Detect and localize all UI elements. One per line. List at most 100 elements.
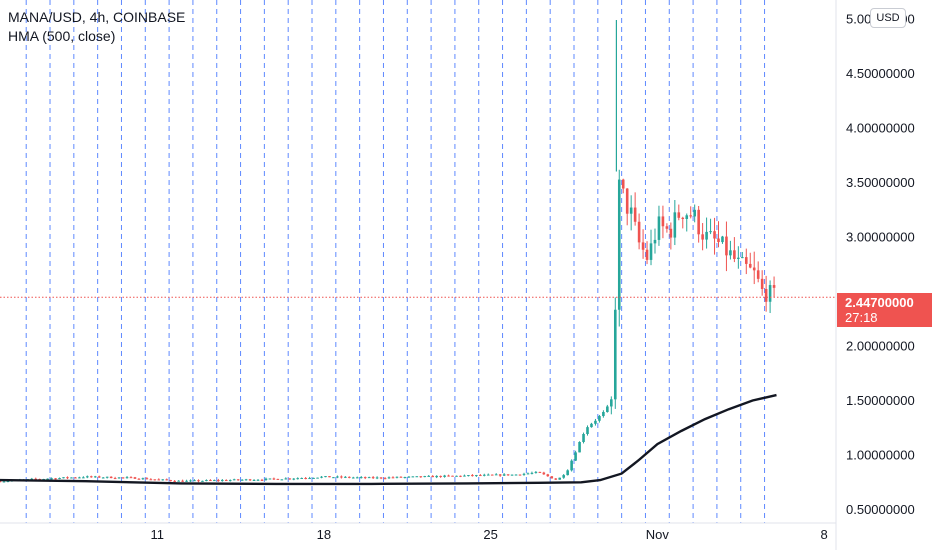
candlestick-series <box>0 19 776 483</box>
candle-body <box>169 480 172 482</box>
candle-body <box>375 477 379 479</box>
candle-body <box>284 478 288 480</box>
candle-body <box>697 209 700 235</box>
candle-body <box>355 477 359 479</box>
candle-body <box>363 477 367 479</box>
candle-body <box>510 474 514 476</box>
candle-body <box>252 479 256 481</box>
price-tick-label: 1.50000000 <box>846 393 915 408</box>
price-tick-label: 4.50000000 <box>846 66 915 81</box>
candle-body <box>351 477 355 479</box>
candle-body <box>538 471 542 473</box>
candle-body <box>463 475 466 477</box>
candle-body <box>494 474 498 476</box>
candle-body <box>288 478 292 480</box>
candle-body <box>518 474 522 476</box>
candle-body <box>197 480 200 482</box>
candle-body <box>550 476 554 479</box>
candle-body <box>181 480 184 482</box>
candle-body <box>220 480 224 482</box>
candle-body <box>772 285 776 288</box>
candle-body <box>486 474 490 476</box>
candle-body <box>582 433 585 442</box>
candle-body <box>665 226 669 229</box>
candle-body <box>296 478 300 480</box>
candle-body <box>554 478 558 480</box>
candle-body <box>173 480 176 482</box>
candle-body <box>669 228 673 238</box>
candle-body <box>546 474 550 477</box>
candle-body <box>594 420 597 424</box>
candle-body <box>320 476 323 478</box>
candle-body <box>93 476 97 478</box>
candle-body <box>90 476 93 478</box>
candle-body <box>121 477 125 479</box>
candle-body <box>701 234 704 240</box>
candle-body <box>348 476 351 478</box>
candle-body <box>570 460 573 471</box>
hma-line <box>0 393 777 486</box>
candle-body <box>105 476 109 478</box>
symbol-title[interactable]: MANA/USD, 4h, COINBASE <box>8 9 186 25</box>
candle-body <box>673 212 677 238</box>
candle-body <box>74 477 77 479</box>
candle-body <box>760 278 764 290</box>
candle-body <box>379 477 383 479</box>
candle-body <box>0 481 2 483</box>
candle-body <box>482 474 486 476</box>
candle-body <box>617 179 621 310</box>
candle-body <box>475 475 478 477</box>
candle-body <box>340 476 343 478</box>
candle-body <box>741 257 744 259</box>
candle-body <box>411 476 415 478</box>
candle-body <box>578 441 581 453</box>
candle-body <box>209 480 212 482</box>
candle-body <box>101 477 105 479</box>
candle-body <box>399 476 403 478</box>
currency-badge[interactable]: USD <box>870 8 906 28</box>
candle-body <box>328 476 331 478</box>
candle-body <box>610 399 613 407</box>
candle-body <box>542 472 546 475</box>
candle-body <box>598 416 601 421</box>
candle-body <box>752 267 756 271</box>
price-axis[interactable]: 0.50000000 1.00000000 1.50000000 2.00000000… <box>846 11 915 517</box>
candle-body <box>236 479 240 481</box>
candle-body <box>574 452 577 461</box>
candle-body <box>641 242 645 250</box>
candle-body <box>602 412 605 417</box>
candle-body <box>459 475 462 477</box>
candle-body <box>661 216 665 227</box>
candle-body <box>213 480 216 482</box>
candle-body <box>423 476 427 478</box>
candle-body <box>193 480 196 482</box>
candle-body <box>685 215 689 219</box>
candle-body <box>657 216 661 240</box>
time-tick-label: 8 <box>820 527 827 542</box>
candle-body <box>371 477 375 479</box>
candle-body <box>201 480 204 482</box>
candle-body <box>332 477 335 479</box>
indicator-label[interactable]: HMA (500, close) <box>8 28 116 44</box>
candle-body <box>359 477 363 479</box>
candle-body <box>514 474 518 476</box>
candle-body <box>625 188 629 214</box>
candle-body <box>443 475 446 477</box>
candle-body <box>713 231 716 239</box>
candle-body <box>566 470 569 476</box>
candle-body <box>721 236 724 243</box>
candle-body <box>737 257 740 259</box>
candle-body <box>54 478 57 480</box>
candle-body <box>86 476 89 478</box>
candle-body <box>729 250 732 256</box>
time-axis[interactable]: 11 18 25 Nov 8 <box>150 527 827 542</box>
price-tick-label: 2.00000000 <box>846 339 915 354</box>
time-tick-label: 25 <box>483 527 497 542</box>
candle-body <box>268 478 272 480</box>
time-tick-label: Nov <box>646 527 670 542</box>
last-price-value: 2.44700000 <box>845 295 914 310</box>
candle-body <box>256 479 260 481</box>
candle-body <box>248 479 252 481</box>
